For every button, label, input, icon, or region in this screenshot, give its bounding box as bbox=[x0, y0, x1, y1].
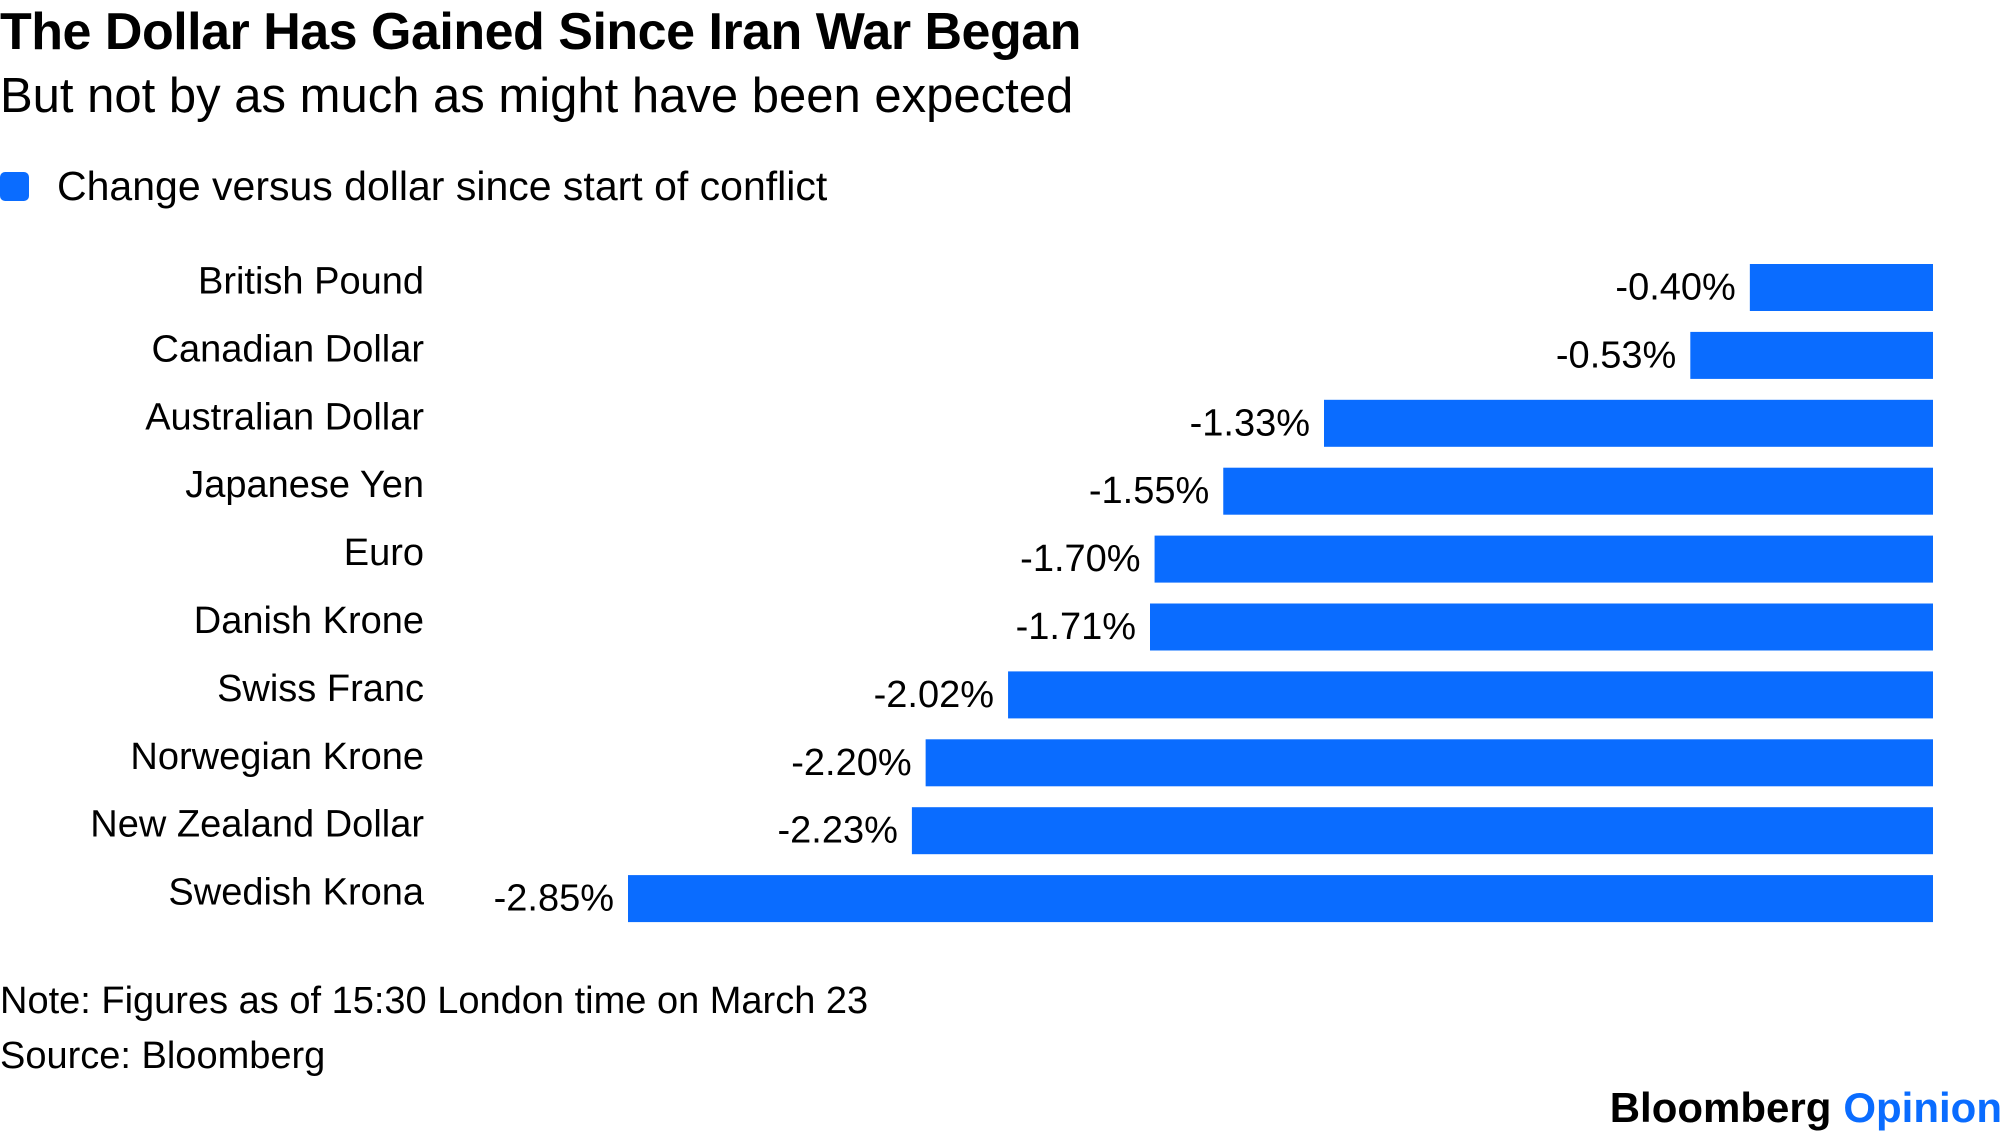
bar bbox=[1223, 467, 1933, 515]
category-label: Swiss Franc bbox=[217, 668, 424, 710]
value-label: -0.53% bbox=[1556, 334, 1676, 376]
bar bbox=[1324, 399, 1933, 447]
bar bbox=[1150, 603, 1933, 651]
category-label: New Zealand Dollar bbox=[90, 804, 424, 846]
value-label: -2.85% bbox=[494, 878, 614, 920]
bar bbox=[1008, 671, 1933, 719]
legend-label: Change versus dollar since start of conf… bbox=[57, 162, 828, 209]
value-label: -2.20% bbox=[791, 742, 911, 784]
value-label: -1.33% bbox=[1190, 402, 1310, 444]
category-label: Euro bbox=[344, 532, 424, 574]
category-label: Australian Dollar bbox=[145, 396, 424, 438]
category-label: Norwegian Krone bbox=[130, 736, 424, 778]
value-label: -1.71% bbox=[1016, 606, 1136, 648]
chart-note: Note: Figures as of 15:30 London time on… bbox=[0, 980, 869, 1022]
chart-title: The Dollar Has Gained Since Iran War Beg… bbox=[0, 3, 1081, 61]
category-label: Danish Krone bbox=[194, 600, 424, 642]
value-label: -2.02% bbox=[874, 674, 994, 716]
brand-logo: Bloomberg Opinion bbox=[1610, 1080, 2002, 1136]
value-label: -1.55% bbox=[1089, 470, 1209, 512]
value-label: -0.40% bbox=[1615, 267, 1735, 309]
legend: Change versus dollar since start of conf… bbox=[0, 158, 827, 214]
value-label: -1.70% bbox=[1020, 538, 1140, 580]
value-label: -2.23% bbox=[777, 810, 897, 852]
bar bbox=[628, 875, 1933, 923]
brand-accent: Opinion bbox=[1843, 1084, 2002, 1131]
bar bbox=[911, 807, 1933, 855]
category-label: Japanese Yen bbox=[185, 464, 424, 506]
legend-swatch bbox=[0, 171, 29, 201]
bar bbox=[925, 739, 1933, 787]
category-label: Swedish Krona bbox=[168, 872, 424, 914]
bar bbox=[1154, 535, 1933, 583]
bar bbox=[1749, 264, 1933, 311]
brand-name: Bloomberg bbox=[1609, 1084, 1832, 1131]
chart-subtitle: But not by as much as might have been ex… bbox=[0, 69, 1074, 123]
category-label: British Pound bbox=[198, 261, 424, 303]
bar bbox=[1690, 331, 1933, 379]
chart-source: Source: Bloomberg bbox=[0, 1035, 326, 1077]
bar-chart: British Pound -0.40% Canadian Dollar -0.53%… bbox=[90, 261, 1933, 923]
category-label: Canadian Dollar bbox=[152, 328, 425, 370]
